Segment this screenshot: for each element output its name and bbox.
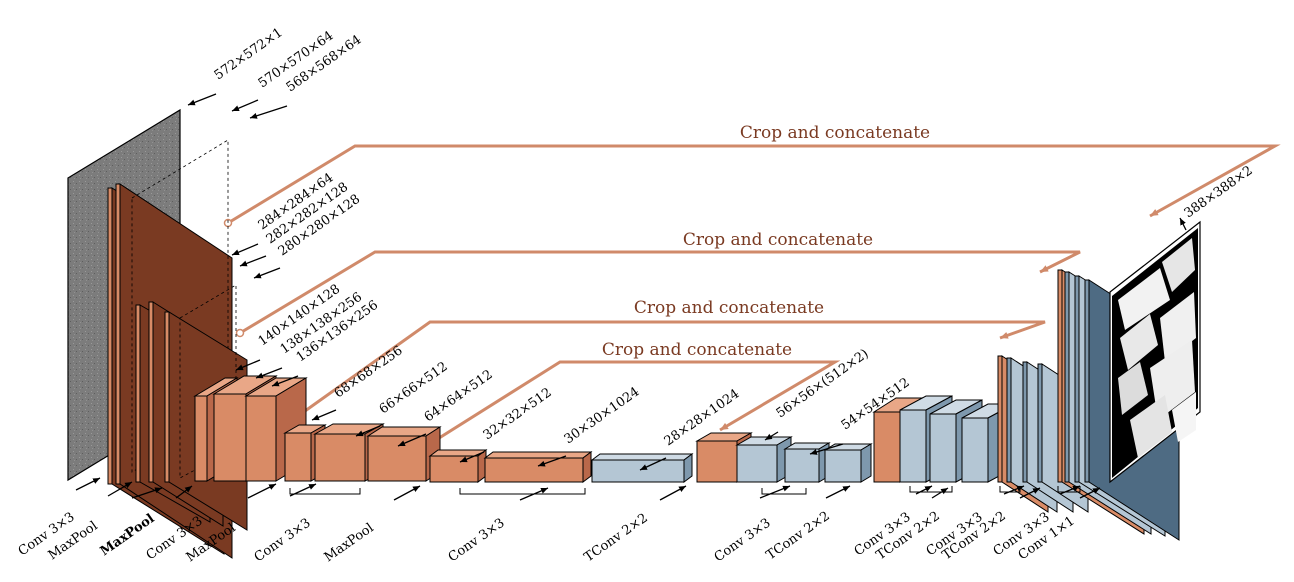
skip-connection-2-dot <box>235 328 245 338</box>
skip-connection-3 <box>297 320 1046 418</box>
op-label: Conv 3×3 <box>712 516 774 566</box>
skip-connections <box>223 144 1281 450</box>
dim-arrow <box>253 267 281 279</box>
op-label: TConv 2×2 <box>582 511 651 566</box>
skip-connection-4 <box>427 360 841 447</box>
dim-arrow <box>255 367 283 379</box>
dim-arrow <box>311 409 337 421</box>
op-arrow <box>825 485 851 499</box>
dim-arrow <box>235 359 261 371</box>
dim-arrow <box>355 425 381 437</box>
op-arrow <box>247 483 277 499</box>
op-label: Conv 3×3 <box>252 516 314 566</box>
op-arrow <box>175 485 193 499</box>
dim-arrow <box>239 255 267 267</box>
op-bracket <box>459 488 586 495</box>
bottleneck-map-c <box>590 453 694 483</box>
op-arrow <box>131 487 163 499</box>
op-bracket <box>1057 486 1081 493</box>
dim-arrow <box>1179 217 1187 231</box>
dim-arrow <box>397 433 427 447</box>
op-label: Conv 3×3 <box>446 516 508 566</box>
op-arrow <box>1019 487 1041 499</box>
bottleneck-map-a <box>428 449 488 483</box>
dec4-map-c <box>823 443 873 483</box>
dim-label: 30×30×1024 <box>562 385 643 448</box>
op-arrow <box>1059 485 1081 495</box>
dim-arrow <box>537 455 567 467</box>
op-arrow <box>1079 487 1101 499</box>
op-bracket <box>999 486 1021 493</box>
dim-arrow <box>809 443 844 455</box>
output-segmentation-map <box>1109 220 1201 484</box>
dec4-map-b <box>783 442 831 483</box>
bottleneck-map-b <box>483 451 593 483</box>
op-label: TConv 2×2 <box>764 509 833 564</box>
dim-label: 32×32×512 <box>481 385 555 443</box>
op-bracket <box>909 486 953 493</box>
op-arrow <box>659 485 687 501</box>
crop-label-4: Crop and concatenate <box>602 340 792 360</box>
crop-label-1: Crop and concatenate <box>740 123 930 143</box>
dim-arrow <box>249 105 288 119</box>
op-arrow <box>759 485 791 499</box>
op-bracket <box>761 488 807 495</box>
dec4-map-a <box>735 436 793 483</box>
op-arrow <box>1003 485 1025 495</box>
op-arrow <box>931 487 949 499</box>
dim-arrow <box>187 93 217 106</box>
dim-arrow <box>231 99 259 112</box>
dim-arrow <box>639 457 667 471</box>
dim-arrow <box>271 375 299 387</box>
crop-label-3: Crop and concatenate <box>634 298 824 318</box>
op-arrow <box>75 477 101 491</box>
dim-arrow <box>231 243 259 256</box>
dim-arrow <box>459 451 485 463</box>
op-arrow <box>107 481 133 497</box>
skip-connection-2 <box>239 250 1081 335</box>
op-arrow <box>915 485 933 495</box>
dim-arrow <box>764 431 779 441</box>
op-arrow <box>393 485 421 501</box>
op-bracket <box>289 488 361 495</box>
op-label: MaxPool <box>322 521 377 566</box>
skip-connection-1 <box>227 144 1281 225</box>
enc4-map-c <box>366 426 442 482</box>
crop-label-2: Crop and concatenate <box>683 230 873 250</box>
